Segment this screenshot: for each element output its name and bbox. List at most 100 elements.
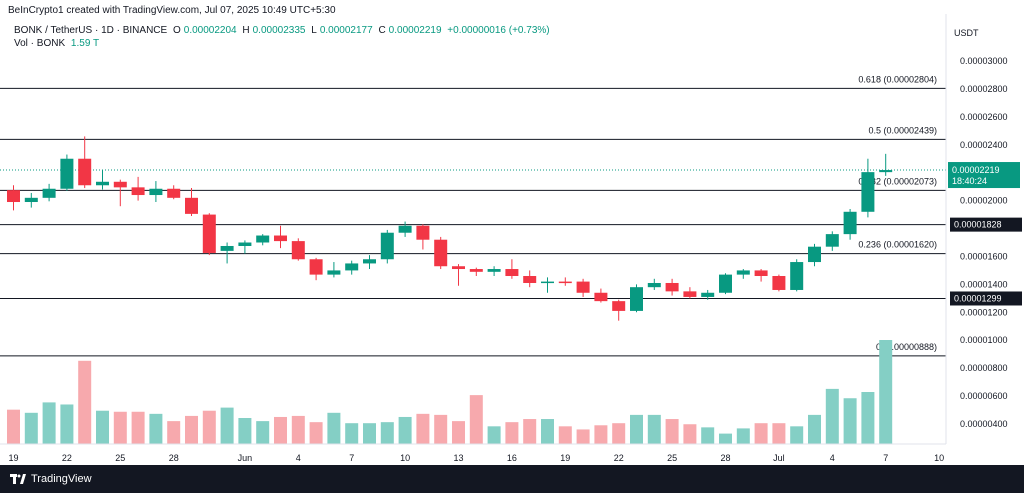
y-tick-label: 0.00000800 bbox=[960, 363, 1008, 373]
volume-bar bbox=[541, 419, 554, 444]
candle-body bbox=[452, 266, 465, 270]
candle bbox=[736, 269, 750, 279]
candle-body bbox=[647, 282, 661, 288]
x-tick-label: 10 bbox=[934, 453, 944, 463]
volume-bar bbox=[487, 426, 501, 444]
volume-bar bbox=[469, 395, 483, 444]
symbol-title[interactable]: BONK / TetherUS · 1D · BINANCE bbox=[14, 25, 168, 36]
low-label: L bbox=[311, 25, 317, 36]
change-value: +0.00000016 (+0.73%) bbox=[447, 25, 550, 36]
level-tag-bg bbox=[950, 217, 1022, 232]
candle bbox=[7, 185, 20, 211]
volume-value: 1.59 T bbox=[70, 38, 100, 49]
x-tick-label: 28 bbox=[720, 453, 730, 463]
candle-body bbox=[861, 172, 875, 212]
candle-body bbox=[487, 269, 501, 272]
volume-bar bbox=[790, 426, 804, 444]
candle-body bbox=[113, 181, 127, 188]
y-tick-label: 0.00002800 bbox=[960, 84, 1008, 94]
candle-body bbox=[790, 262, 804, 290]
volume-bar bbox=[113, 411, 127, 444]
last-price-tag-bg bbox=[948, 162, 1020, 189]
x-tick-label: 16 bbox=[507, 453, 517, 463]
volume-bar bbox=[274, 416, 287, 444]
x-tick-label: 4 bbox=[830, 453, 835, 463]
volume-bar bbox=[416, 413, 430, 444]
x-tick-label: Jul bbox=[773, 453, 785, 463]
candle-body bbox=[719, 274, 732, 293]
candle-body bbox=[469, 269, 483, 272]
candle-body bbox=[772, 276, 786, 290]
volume-bar bbox=[594, 425, 608, 444]
candle-body bbox=[60, 158, 74, 189]
fib-level-label: 0 (0.00000888) bbox=[876, 342, 937, 352]
candle bbox=[665, 278, 679, 296]
candle bbox=[309, 257, 323, 281]
candle bbox=[754, 269, 768, 282]
candle bbox=[772, 274, 786, 292]
volume-bar bbox=[327, 412, 341, 444]
x-tick-label: 10 bbox=[400, 453, 410, 463]
candle-body bbox=[238, 242, 252, 246]
volume-bar bbox=[60, 404, 74, 444]
volume-bar bbox=[772, 423, 786, 444]
candle bbox=[808, 243, 821, 267]
candle bbox=[505, 259, 519, 279]
candle-body bbox=[96, 181, 109, 186]
volume-bar bbox=[825, 388, 839, 444]
candle bbox=[256, 234, 270, 246]
candle-body bbox=[843, 211, 857, 235]
volume-bar bbox=[612, 423, 626, 444]
candle bbox=[469, 267, 483, 277]
y-tick-label: 0.00003000 bbox=[960, 56, 1008, 66]
candle-body bbox=[220, 245, 234, 251]
volume-bar bbox=[345, 423, 359, 444]
price-chart[interactable]: 0.618 (0.00002804) 0.5 (0.00002439) 0.382 … bbox=[0, 0, 1024, 465]
x-tick-label: 22 bbox=[62, 453, 72, 463]
y-tick-label: 0.00002000 bbox=[960, 196, 1008, 206]
tradingview-brand[interactable]: TradingView bbox=[10, 473, 92, 485]
x-tick-label: 25 bbox=[667, 453, 677, 463]
volume-bar bbox=[558, 426, 572, 444]
candle bbox=[291, 238, 305, 261]
candle bbox=[60, 154, 74, 191]
candle-body bbox=[612, 301, 626, 311]
candle-body bbox=[523, 276, 537, 283]
candle-body bbox=[541, 281, 554, 284]
candle bbox=[167, 185, 181, 200]
candle bbox=[683, 287, 697, 299]
high-value: 0.00002335 bbox=[252, 25, 306, 36]
candle-body bbox=[594, 292, 608, 302]
x-tick-label: 19 bbox=[8, 453, 18, 463]
volume-bar bbox=[185, 415, 198, 444]
volume-bar bbox=[683, 424, 697, 444]
last-price-label: 0.00002219 bbox=[952, 165, 1000, 175]
candle-body bbox=[754, 270, 768, 277]
candle-body bbox=[808, 246, 821, 263]
candle bbox=[701, 289, 715, 300]
candle-body bbox=[363, 259, 376, 264]
candle bbox=[202, 213, 216, 256]
candle-body bbox=[380, 232, 394, 260]
volume-bar bbox=[167, 421, 181, 444]
volume-bar bbox=[256, 421, 270, 444]
volume-bar bbox=[398, 416, 412, 444]
y-tick-label: 0.00001600 bbox=[960, 251, 1008, 261]
volume-label[interactable]: Vol · BONK bbox=[14, 38, 66, 49]
candle-body bbox=[879, 170, 893, 173]
candle-body bbox=[42, 188, 56, 198]
y-tick-label: 0.00002600 bbox=[960, 112, 1008, 122]
candle-body bbox=[558, 281, 572, 284]
high-label: H bbox=[242, 25, 250, 36]
candle bbox=[42, 183, 56, 202]
candle-body bbox=[24, 197, 38, 203]
fib-level-label: 0.382 (0.00002073) bbox=[858, 176, 937, 186]
candle bbox=[238, 240, 252, 254]
candle bbox=[220, 242, 234, 264]
candles-layer bbox=[7, 136, 893, 321]
x-tick-label: 22 bbox=[614, 453, 624, 463]
footer-bar: TradingView bbox=[0, 465, 1024, 493]
candle-body bbox=[505, 269, 519, 277]
candle-body bbox=[202, 214, 216, 253]
candle bbox=[612, 299, 626, 321]
